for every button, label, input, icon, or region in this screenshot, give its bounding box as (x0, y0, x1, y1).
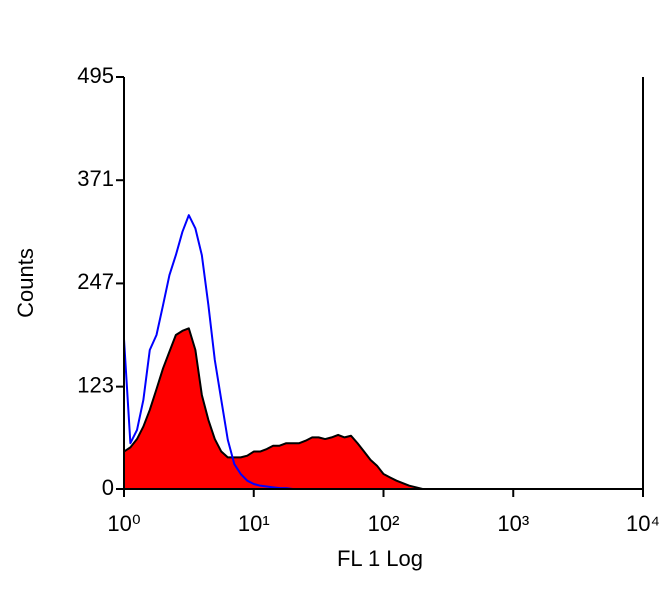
x-tick-label: 10⁰ (107, 511, 140, 536)
y-tick-label: 247 (77, 269, 114, 294)
x-tick-label: 10⁴ (626, 511, 660, 536)
y-tick-label: 495 (77, 63, 114, 88)
y-tick-label: 123 (77, 372, 114, 397)
filled-histogram (123, 327, 424, 490)
x-tick-label: 10¹ (238, 511, 270, 536)
y-axis-label: Counts (13, 248, 38, 318)
y-tick-label: 371 (77, 166, 114, 191)
y-tick-label: 0 (102, 475, 114, 500)
x-tick-label: 10³ (497, 511, 529, 536)
x-axis-label: FL 1 Log (337, 546, 423, 571)
x-tick-label: 10² (368, 511, 400, 536)
line-histogram (123, 214, 293, 490)
